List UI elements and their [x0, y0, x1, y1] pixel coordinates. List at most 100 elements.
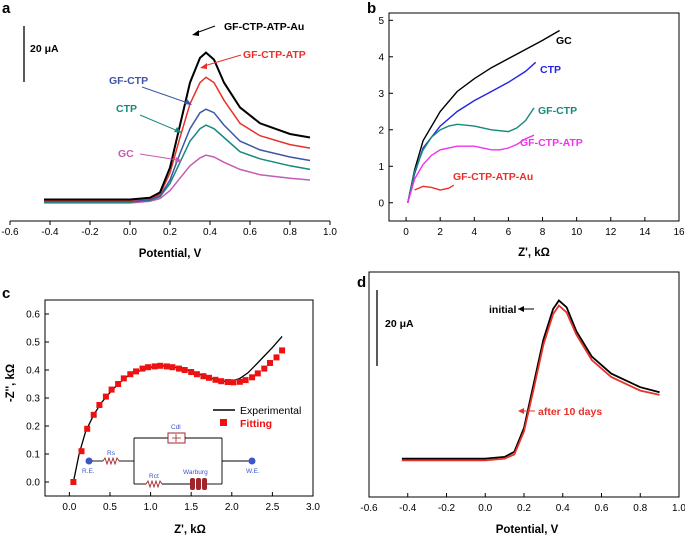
panel-c-letter: c — [2, 285, 10, 302]
panel-c-fitting-point — [176, 365, 182, 372]
panel-c-fitting-point — [224, 379, 231, 385]
panel-c-xtick-label: 3.0 — [306, 502, 320, 513]
panel-b-xtick-label: 0 — [403, 227, 409, 238]
panel-b-ytick-label: 5 — [378, 16, 384, 27]
panel-b-xtick-label: 8 — [540, 227, 546, 238]
panel-c-xtick-label: 1.0 — [144, 502, 158, 513]
panel-a-label-gc: GC — [118, 148, 134, 160]
panel-b-xtick-label: 16 — [673, 227, 685, 238]
panel-b-ytick-label: 1 — [378, 162, 384, 173]
circuit-re-label: R.E. — [82, 468, 95, 475]
panel-a-xlabel: Potential, V — [139, 248, 202, 260]
panel-a-xtick-label: 1.0 — [323, 227, 337, 238]
panel-d-arrows — [518, 306, 535, 414]
panel-c-legend: Experimental Fitting — [213, 405, 301, 430]
panel-d-lines — [401, 299, 660, 462]
panel-c-ytick-label: 0.0 — [26, 478, 40, 489]
panel-a-series-ctp — [44, 124, 311, 203]
panel-d-ticks: -0.6 -0.4 -0.2 0.0 0.2 0.4 0.6 0.8 1.0 — [360, 493, 685, 514]
panel-b-label-ctp: CTP — [540, 64, 561, 76]
panel-b-xtick-label: 10 — [571, 227, 583, 238]
panel-c-fitting-point — [200, 373, 207, 380]
panel-c-xtick-label: 2.0 — [225, 502, 239, 513]
circuit-we-label: W.E. — [246, 468, 260, 475]
panel-a-letter: a — [2, 0, 11, 17]
panel-c-ticks: 0.0 0.5 1.0 1.5 2.0 2.5 3.0 0.0 0.1 0.2 0.3 0.4 0.5 0… — [26, 310, 320, 514]
panel-d-xtick-label: 0.6 — [595, 503, 609, 514]
panel-b-ytick-label: 3 — [378, 89, 384, 100]
panel-c-fitting-point — [169, 364, 176, 371]
panel-c-lines — [70, 335, 286, 485]
panel-d-letter: d — [357, 274, 366, 291]
panel-a-series-gf-ctp — [44, 108, 311, 202]
panel-b-ytick-label: 4 — [378, 52, 384, 63]
panel-c-ytick-label: 0.4 — [26, 366, 40, 377]
panel-c-fitting-point — [145, 364, 152, 371]
panel-c-fitting-point — [163, 363, 170, 370]
panel-c-fitting-point — [230, 379, 237, 386]
panel-c-fitting-point — [78, 448, 85, 455]
panel-d-xtick-label: 0.4 — [556, 503, 570, 514]
panel-b-label-gc: GC — [556, 35, 572, 47]
panel-c-fitting-point — [193, 371, 200, 378]
panel-d-xtick-label: 1.0 — [672, 503, 685, 514]
equivalent-circuit: R.E. Rs Cdl Rct Warburg — [82, 424, 260, 490]
panel-d-xtick-label: 0.8 — [633, 503, 647, 514]
panel-c-fitting-point — [218, 378, 225, 385]
panel-a-xtick-label: 0.4 — [203, 227, 217, 238]
panel-c-xtick-label: 2.5 — [265, 502, 279, 513]
panel-b-lines — [407, 29, 560, 203]
panel-b-xtick-label: 14 — [639, 227, 651, 238]
circuit-we-node — [248, 457, 256, 465]
panel-c-fitting-point — [212, 376, 219, 383]
panel-a-series-gf-ctp-atp — [44, 76, 311, 202]
panel-c-fitting-point — [139, 365, 146, 372]
panel-d-scale-label: 20 μA — [385, 318, 414, 330]
panel-c-fitting-point — [84, 425, 91, 432]
panel-c-fitting-point — [70, 479, 77, 485]
panel-c-fitting-point — [115, 381, 122, 387]
panel-b-label-gf-ctp-atp: GF-CTP-ATP — [520, 137, 583, 149]
panel-c-xtick-label: 0.5 — [103, 502, 117, 513]
panel-b-label-gf-ctp: GF-CTP — [538, 105, 577, 117]
legend-fitting-label: Fitting — [240, 418, 272, 430]
panel-b-xtick-label: 4 — [472, 227, 478, 238]
panel-c-xtick-label: 0.0 — [62, 502, 76, 513]
panel-b-letter: b — [367, 0, 376, 17]
legend-fitting-marker — [220, 419, 227, 426]
panel-c-fitting-point — [249, 374, 256, 381]
panel-c-fitting-point — [181, 367, 188, 373]
panel-a-label-gf-ctp-atp-au: GF-CTP-ATP-Au — [224, 21, 304, 33]
panel-b-series-gf-ctp — [407, 107, 535, 203]
panel-d: d -0.6 -0.4 -0.2 0.0 0.2 0.4 0.6 0.8 1.0 Potenti… — [357, 271, 685, 536]
panel-c-ylabel: -Z'', kΩ — [5, 364, 17, 402]
panel-a-xtick-label: -0.2 — [81, 227, 99, 238]
panel-c-fitting-point — [279, 347, 286, 354]
legend-experimental-label: Experimental — [240, 405, 301, 417]
panel-a-scale-label: 20 μA — [30, 43, 59, 55]
panel-a-ticks: -0.6 -0.4 -0.2 0.0 0.2 0.4 0.6 0.8 1.0 — [1, 221, 337, 238]
panel-c-fitting-point — [273, 354, 280, 361]
panel-b-xtick-label: 2 — [437, 227, 443, 238]
panel-c-fitting-point — [267, 360, 273, 366]
panel-c-fitting-point — [90, 411, 97, 418]
panel-a-series-gc — [44, 154, 311, 204]
panel-a-xtick-label: 0.8 — [283, 227, 297, 238]
panel-c-fitting-point — [127, 371, 134, 378]
circuit-rs-label: Rs — [107, 450, 116, 457]
panel-c-fitting-point — [242, 377, 249, 384]
panel-b-series-gc — [407, 29, 560, 203]
panel-c-fitting-point — [108, 386, 115, 393]
panel-d-xlabel: Potential, V — [496, 524, 559, 536]
panel-d-xtick-label: -0.6 — [360, 503, 378, 514]
panel-b-xlabel: Z', kΩ — [518, 247, 550, 259]
panel-b-ytick-label: 2 — [378, 125, 384, 136]
panel-d-label-after: after 10 days — [538, 406, 602, 418]
panel-a-xtick-label: -0.4 — [41, 227, 59, 238]
circuit-warburg-element — [190, 478, 207, 490]
panel-b-frame — [388, 12, 680, 222]
panel-b-series-gf-ctp-atp-au — [414, 184, 455, 191]
circuit-re-node — [85, 457, 93, 465]
